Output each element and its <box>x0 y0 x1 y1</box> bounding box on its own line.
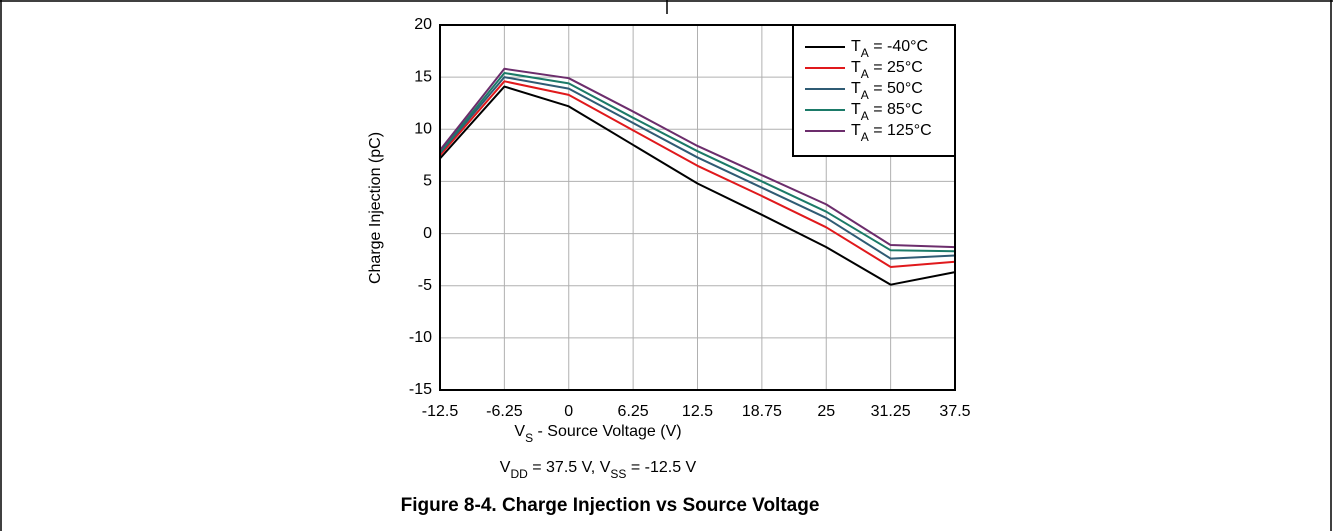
y-tick-label: 15 <box>414 68 432 85</box>
note: VDD = 37.5 V, VSS = -12.5 V <box>500 459 697 481</box>
caption: Figure 8-4. Charge Injection vs Source V… <box>401 495 820 516</box>
x-tick-label: 25 <box>817 403 835 420</box>
y-axis-label: Charge Injection (pC) <box>367 132 384 284</box>
legend: TA = -40°CTA = 25°CTA = 50°CTA = 85°CTA … <box>792 24 956 157</box>
x-axis-label: VS - Source Voltage (V) <box>514 423 681 445</box>
y-tick-label: 10 <box>414 121 432 138</box>
y-tick-label: 20 <box>414 16 432 33</box>
x-tick-label: 31.25 <box>871 403 911 420</box>
x-tick-label: 0 <box>564 403 573 420</box>
series-line <box>439 76 956 260</box>
legend-label: TA = 25°C <box>851 59 923 81</box>
y-tick-label: -10 <box>409 329 432 346</box>
legend-label: TA = 50°C <box>851 80 923 102</box>
x-tick-label: 37.5 <box>939 403 970 420</box>
y-tick-label: -15 <box>409 381 432 398</box>
plot-border <box>439 24 956 391</box>
series-line <box>439 67 956 249</box>
series-line <box>439 85 956 286</box>
x-tick-label: 6.25 <box>618 403 649 420</box>
plot <box>439 67 956 286</box>
x-tick-label: 18.75 <box>742 403 782 420</box>
y-tick-label: 0 <box>423 225 432 242</box>
legend-label: TA = -40°C <box>851 38 928 60</box>
legend-label: TA = 85°C <box>851 101 923 123</box>
x-tick-label: -6.25 <box>486 403 523 420</box>
x-tick-label: 12.5 <box>682 403 713 420</box>
series-line <box>439 80 956 268</box>
y-tick-label: -5 <box>418 277 432 294</box>
y-tick-label: 5 <box>423 173 432 190</box>
series-line <box>439 71 956 253</box>
x-tick-label: -12.5 <box>422 403 459 420</box>
legend-label: TA = 125°C <box>851 122 932 144</box>
